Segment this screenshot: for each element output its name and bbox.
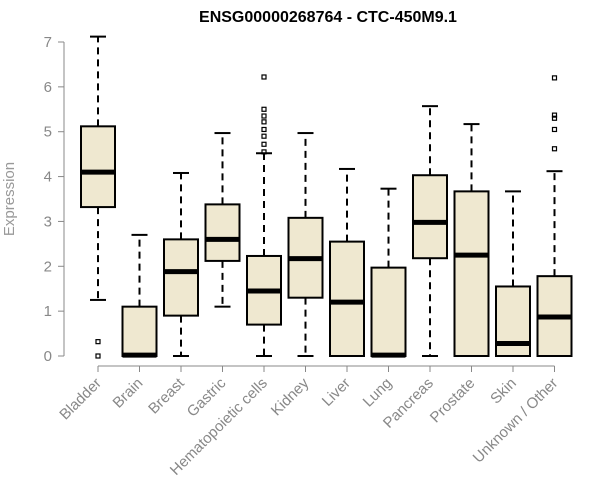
box-brain <box>121 233 158 358</box>
box-skin <box>495 190 531 358</box>
box-iqr <box>80 125 116 209</box>
y-tick-label: 0 <box>44 348 52 365</box>
box-pancreas <box>412 105 448 357</box>
outlier-point <box>261 119 267 125</box>
x-tick-label: Breast <box>145 374 188 417</box>
outlier-point <box>551 146 558 152</box>
y-tick-label: 3 <box>44 213 52 230</box>
box-iqr <box>370 266 407 358</box>
box-unknown-other <box>536 75 573 358</box>
box-iqr <box>453 190 490 357</box>
outlier-point <box>261 106 267 112</box>
y-tick-label: 5 <box>44 124 52 141</box>
outlier-point <box>95 353 101 359</box>
x-tick-label: Kidney <box>268 374 313 419</box>
outlier-point <box>551 112 558 118</box>
x-tick-label: Bladder <box>56 375 105 424</box>
y-tick-label: 6 <box>44 79 52 96</box>
box-iqr <box>163 238 199 317</box>
box-prostate <box>453 123 490 357</box>
x-tick-label: Skin <box>487 375 520 408</box>
outlier-point <box>261 149 267 155</box>
box-lung <box>370 187 407 358</box>
box-iqr <box>121 305 158 357</box>
boxes-group <box>80 35 573 359</box>
box-gastric <box>204 132 241 308</box>
box-iqr <box>412 174 448 260</box>
y-tick-label: 1 <box>44 303 52 320</box>
x-tick-label: Lung <box>360 375 396 411</box>
chart-title: ENSG00000268764 - CTC-450M9.1 <box>199 9 457 26</box>
x-tick-label: Liver <box>319 375 354 410</box>
y-tick-label: 2 <box>44 258 52 275</box>
outlier-point <box>261 126 267 133</box>
outlier-point <box>261 113 267 119</box>
x-tick-label: Prostate <box>427 375 479 427</box>
y-axis-title: Expression <box>1 162 18 236</box>
outlier-point <box>551 115 558 121</box>
outlier-point <box>551 126 558 133</box>
y-tick-label: 4 <box>44 169 52 186</box>
outlier-point <box>551 75 558 81</box>
outlier-point <box>261 141 267 147</box>
box-kidney <box>287 132 324 357</box>
outlier-point <box>261 74 267 80</box>
x-tick-label: Brain <box>110 375 147 412</box>
box-iqr <box>329 240 365 357</box>
outlier-point <box>95 339 101 345</box>
box-hematopoietic-cells <box>246 74 282 357</box>
box-breast <box>163 171 199 357</box>
box-liver <box>329 167 365 357</box>
box-iqr <box>204 203 241 262</box>
box-bladder <box>80 35 116 359</box>
outlier-point <box>261 133 267 139</box>
y-tick-label: 7 <box>44 34 52 51</box>
